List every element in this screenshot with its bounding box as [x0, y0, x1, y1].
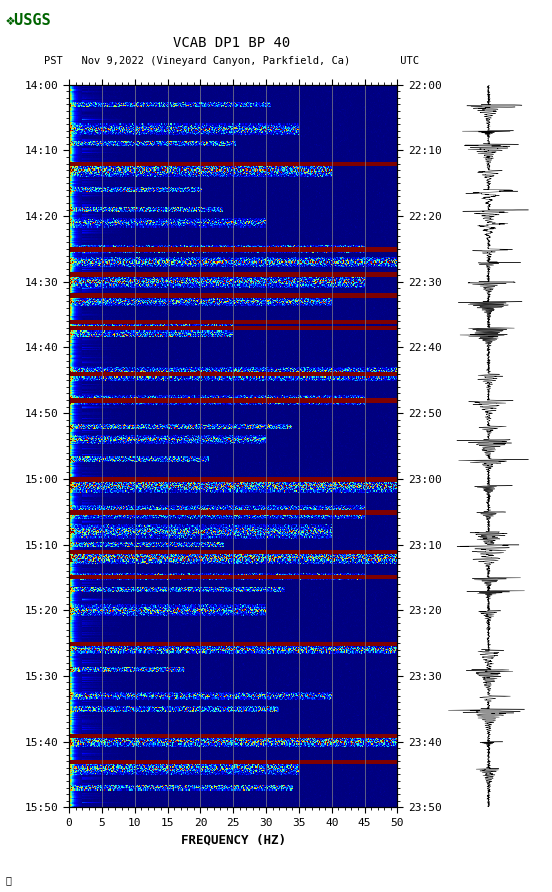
- X-axis label: FREQUENCY (HZ): FREQUENCY (HZ): [181, 833, 286, 847]
- Text: ℜ: ℜ: [6, 875, 12, 885]
- Text: VCAB DP1 BP 40: VCAB DP1 BP 40: [173, 36, 290, 50]
- Text: PST   Nov 9,2022 (Vineyard Canyon, Parkfield, Ca)        UTC: PST Nov 9,2022 (Vineyard Canyon, Parkfie…: [44, 55, 420, 66]
- Text: ❖USGS: ❖USGS: [6, 13, 51, 29]
